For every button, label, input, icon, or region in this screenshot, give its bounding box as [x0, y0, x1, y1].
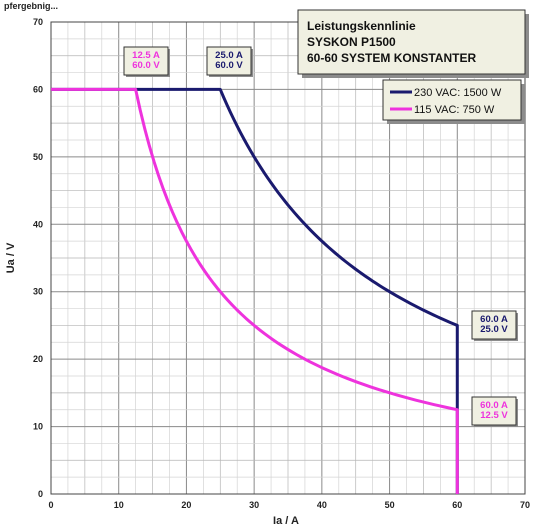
annotation-box — [206, 46, 252, 76]
annotation-box — [471, 396, 517, 426]
annotation-text: 60.0 V — [215, 60, 243, 71]
legend-entry: 115 VAC: 750 W — [414, 104, 495, 116]
y-tick-label: 10 — [33, 422, 43, 432]
annotations: 12.5 A60.0 V25.0 A60.0 V60.0 A25.0 V60.0… — [123, 46, 518, 427]
annotation-text: 60.0 A — [480, 400, 508, 411]
x-tick-label: 30 — [249, 500, 259, 510]
tick-labels: 0 10 20 30 40 50 60 70 0 10 20 30 40 50 60 70 — [33, 17, 530, 510]
y-tick-label: 70 — [33, 17, 43, 27]
series-line-2 — [51, 87, 459, 494]
series-line-1 — [51, 87, 459, 494]
header-fragment: pfergebnig... — [4, 1, 58, 11]
x-tick-label: 10 — [114, 500, 124, 510]
x-tick-label: 0 — [48, 500, 53, 510]
legend-box — [382, 79, 522, 121]
y-tick-label: 40 — [33, 219, 43, 229]
legend: 230 VAC: 1500 W 115 VAC: 750 W — [382, 79, 525, 124]
plot-frame — [50, 21, 526, 495]
chart-title-line: Leistungskennlinie — [307, 19, 416, 33]
title-box-bg — [297, 9, 526, 75]
annotation-text: 12.5 V — [480, 410, 508, 421]
series-layer — [51, 87, 459, 494]
annotation-text: 25.0 A — [215, 50, 243, 61]
title-box: Leistungskennlinie SYSKON P1500 60-60 SYST… — [297, 9, 529, 78]
annotation-text: 12.5 A — [132, 50, 160, 61]
annotation-label: 12.5 A60.0 V — [123, 46, 170, 77]
annotation-label: 25.0 A60.0 V — [206, 46, 253, 77]
y-tick-label: 60 — [33, 84, 43, 94]
x-tick-label: 70 — [520, 500, 530, 510]
annotation-text: 60.0 V — [132, 60, 160, 71]
y-tick-label: 50 — [33, 152, 43, 162]
annotation-box — [471, 310, 517, 340]
y-tick-label: 0 — [38, 489, 43, 499]
y-tick-label: 20 — [33, 354, 43, 364]
x-tick-label: 20 — [181, 500, 191, 510]
chart-title-line: 60-60 SYSTEM KONSTANTER — [307, 51, 476, 65]
chart-title-line: SYSKON P1500 — [307, 35, 396, 49]
x-axis-label: Ia / A — [273, 515, 299, 527]
annotation-box — [123, 46, 169, 76]
y-tick-label: 30 — [33, 287, 43, 297]
legend-entry: 230 VAC: 1500 W — [414, 87, 502, 99]
annotation-text: 25.0 V — [480, 324, 508, 335]
x-tick-label: 50 — [385, 500, 395, 510]
annotation-text: 60.0 A — [480, 314, 508, 325]
x-tick-label: 40 — [317, 500, 327, 510]
annotation-label: 60.0 A12.5 V — [471, 396, 518, 427]
x-tick-label: 60 — [452, 500, 462, 510]
annotation-label: 60.0 A25.0 V — [471, 310, 518, 341]
y-axis-label: Ua / V — [5, 242, 17, 273]
